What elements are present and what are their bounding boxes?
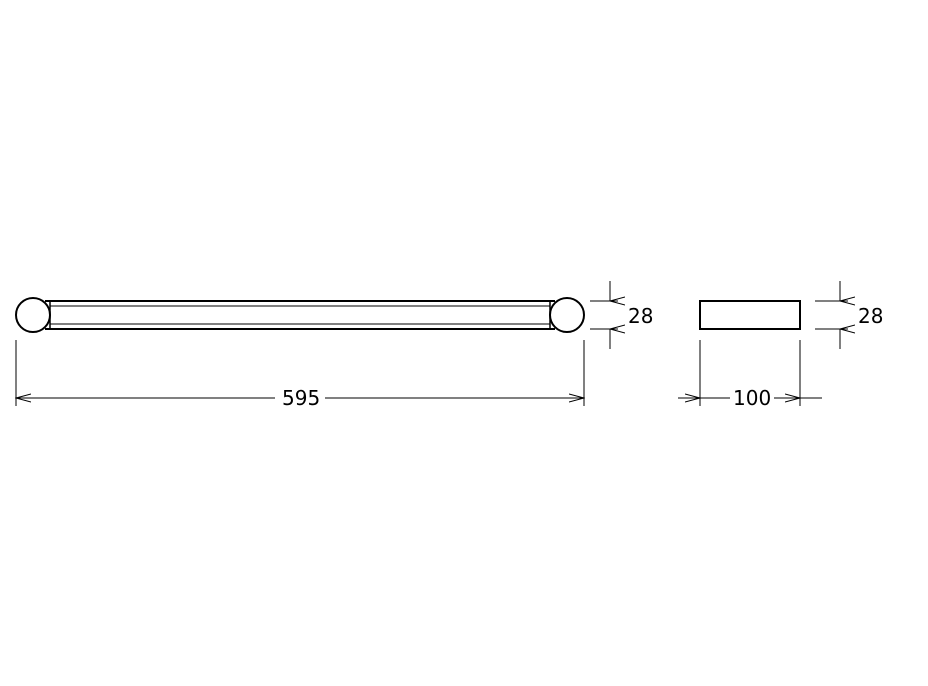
front-view-height-dimension: 28 (590, 281, 653, 349)
side-width-label: 100 (733, 386, 771, 410)
side-view-height-dimension: 28 (815, 281, 883, 349)
front-width-label: 595 (282, 386, 320, 410)
side-view-width-dimension: 100 (678, 340, 822, 410)
front-height-label: 28 (628, 304, 653, 328)
front-view-width-dimension: 595 (16, 340, 584, 410)
technical-drawing: 28 595 28 100 (0, 0, 928, 686)
side-height-label: 28 (858, 304, 883, 328)
front-view (16, 298, 584, 332)
side-view (700, 301, 800, 329)
